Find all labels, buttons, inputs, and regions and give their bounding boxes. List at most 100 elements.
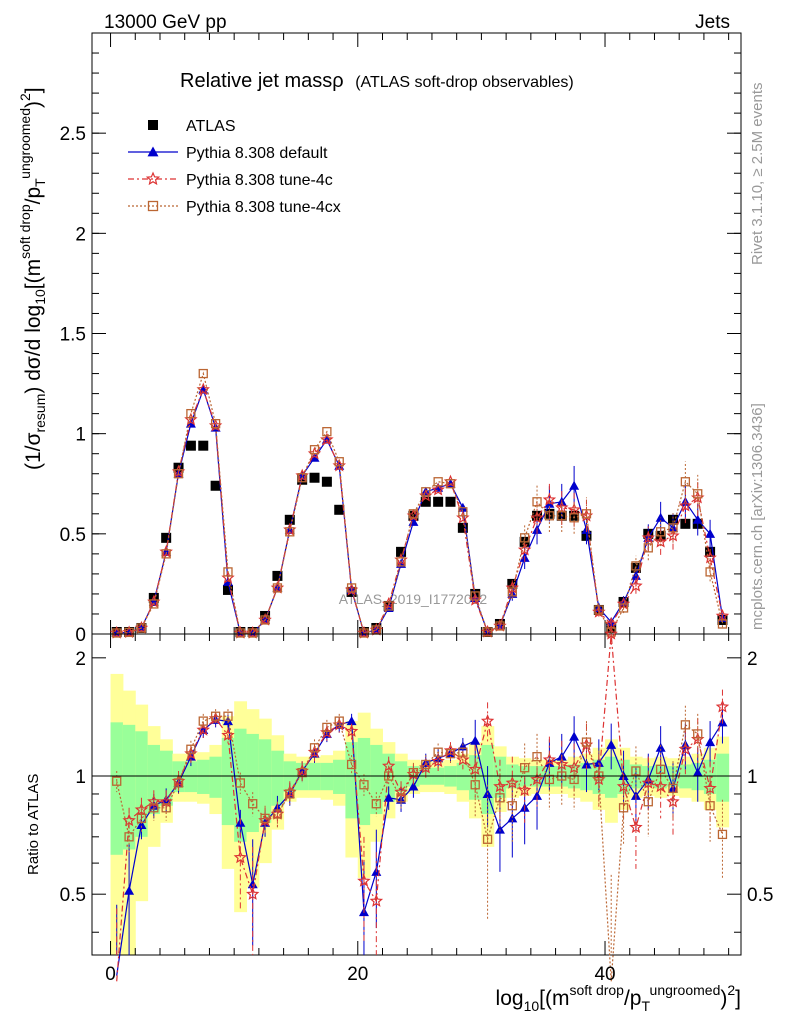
ratio-point [631,766,641,776]
rivet-version-text: Rivet 3.1.10, ≥ 2.5M events [749,83,766,266]
x-tick-label: 20 [347,964,368,985]
data-point [495,621,505,631]
x-label-part: [(m [539,987,569,1010]
ratio-point [604,626,618,640]
ratio-axis-label: Ratio to ATLAS [25,774,42,875]
x-label-part: /p [624,987,642,1010]
y-tick-label: 0.5 [60,525,86,546]
ratio-point [421,759,431,770]
ratio-point [297,767,307,778]
ratio-point [233,850,248,864]
ratio-point [136,813,147,824]
data-point [334,504,345,515]
ratio-point [112,776,122,786]
ratio-series [112,626,730,982]
x-label-sub: 10 [524,998,540,1014]
data-point [309,472,320,483]
ratio-point [616,779,631,793]
green-band-bin [394,761,408,793]
ratio-y-tick-label: 1 [75,767,86,788]
legend-label: Pythia 8.308 default [186,145,328,162]
data-point [581,509,592,519]
data-point [136,623,147,633]
y-label-sub: resum [32,394,48,433]
data-point [618,603,629,613]
y-label-part: ] [22,87,45,93]
ratio-point [544,774,555,785]
ratio-point [346,759,357,770]
ratio-point [433,747,443,757]
ratio-point [382,759,396,772]
series-line [116,387,724,634]
main-panel: 0 0.5 1 1.5 2 2.5 ATLAS_2019_I1772062 [60,32,742,646]
green-band-bin [221,737,235,826]
x-label-sup: 2 [727,982,735,998]
data-point [668,523,678,533]
ratio-point [383,792,394,802]
y-tick-label: 1.5 [60,325,86,346]
data-point [297,473,307,483]
data-point [384,601,394,611]
ratio-y-tick-label-right: 1 [747,767,758,788]
ratio-point [248,799,258,809]
main-y-tick-labels: 0 0.5 1 1.5 2 2.5 [60,124,86,646]
data-point [210,480,221,491]
ratio-y-tick-labels: 0.5 0.5 1 1 2 2 [60,649,774,906]
data-point [530,510,544,524]
data-point [321,476,332,487]
ratio-point [369,894,384,907]
data-point [334,457,344,467]
series-line [116,371,724,634]
data-point [248,628,258,638]
ratio-point [470,735,481,745]
legend-label: ATLAS [186,118,236,135]
ratio-point [221,728,235,741]
y-label-sub: 10 [32,289,48,305]
data-point [643,543,653,553]
data-point [284,514,295,525]
ratio-point [136,820,147,830]
data-point [186,408,196,419]
green-band-bin [184,761,198,793]
data-point [594,605,604,615]
green-band-bin [147,744,161,815]
data-point [185,418,196,428]
y-label-sup: ungroomed [17,108,33,179]
ratio-point [693,729,703,739]
data-point [680,477,691,487]
data-point [421,487,431,497]
ratio-y-tick-label: 0.5 [60,885,86,906]
analysis-watermark: ATLAS_2019_I1772062 [339,591,488,607]
y-tick-label: 1 [75,425,86,446]
y-tick-label: 0 [75,625,86,646]
ratio-point [643,797,653,807]
data-point [408,509,419,519]
data-point [482,627,493,637]
data-point [420,496,431,507]
data-point [223,567,233,577]
ratio-point [655,742,666,752]
data-point [631,561,641,571]
x-tick-label: 0 [105,964,116,985]
chart-title-main: Relative jet massρ [180,70,344,92]
ratio-point [408,767,419,778]
ratio-point [668,783,678,794]
data-point [693,489,703,499]
ratio-point [629,820,643,834]
legend-marker [147,146,159,157]
data-point [124,627,134,638]
data-point [309,445,320,455]
y-label-part: [(m [22,259,45,289]
ratio-point [124,885,135,895]
data-point [198,440,209,451]
data-point [532,497,542,507]
y-label-part: (1/σ [22,432,45,470]
data-point [557,511,567,521]
chart-title-sub: (ATLAS soft-drop observables) [355,74,573,91]
green-band-bin [716,753,730,802]
ratio-point [235,778,245,788]
data-point [431,482,445,496]
green-band-bin [456,762,470,791]
ratio-point [530,772,544,786]
ratio-point [186,744,196,754]
